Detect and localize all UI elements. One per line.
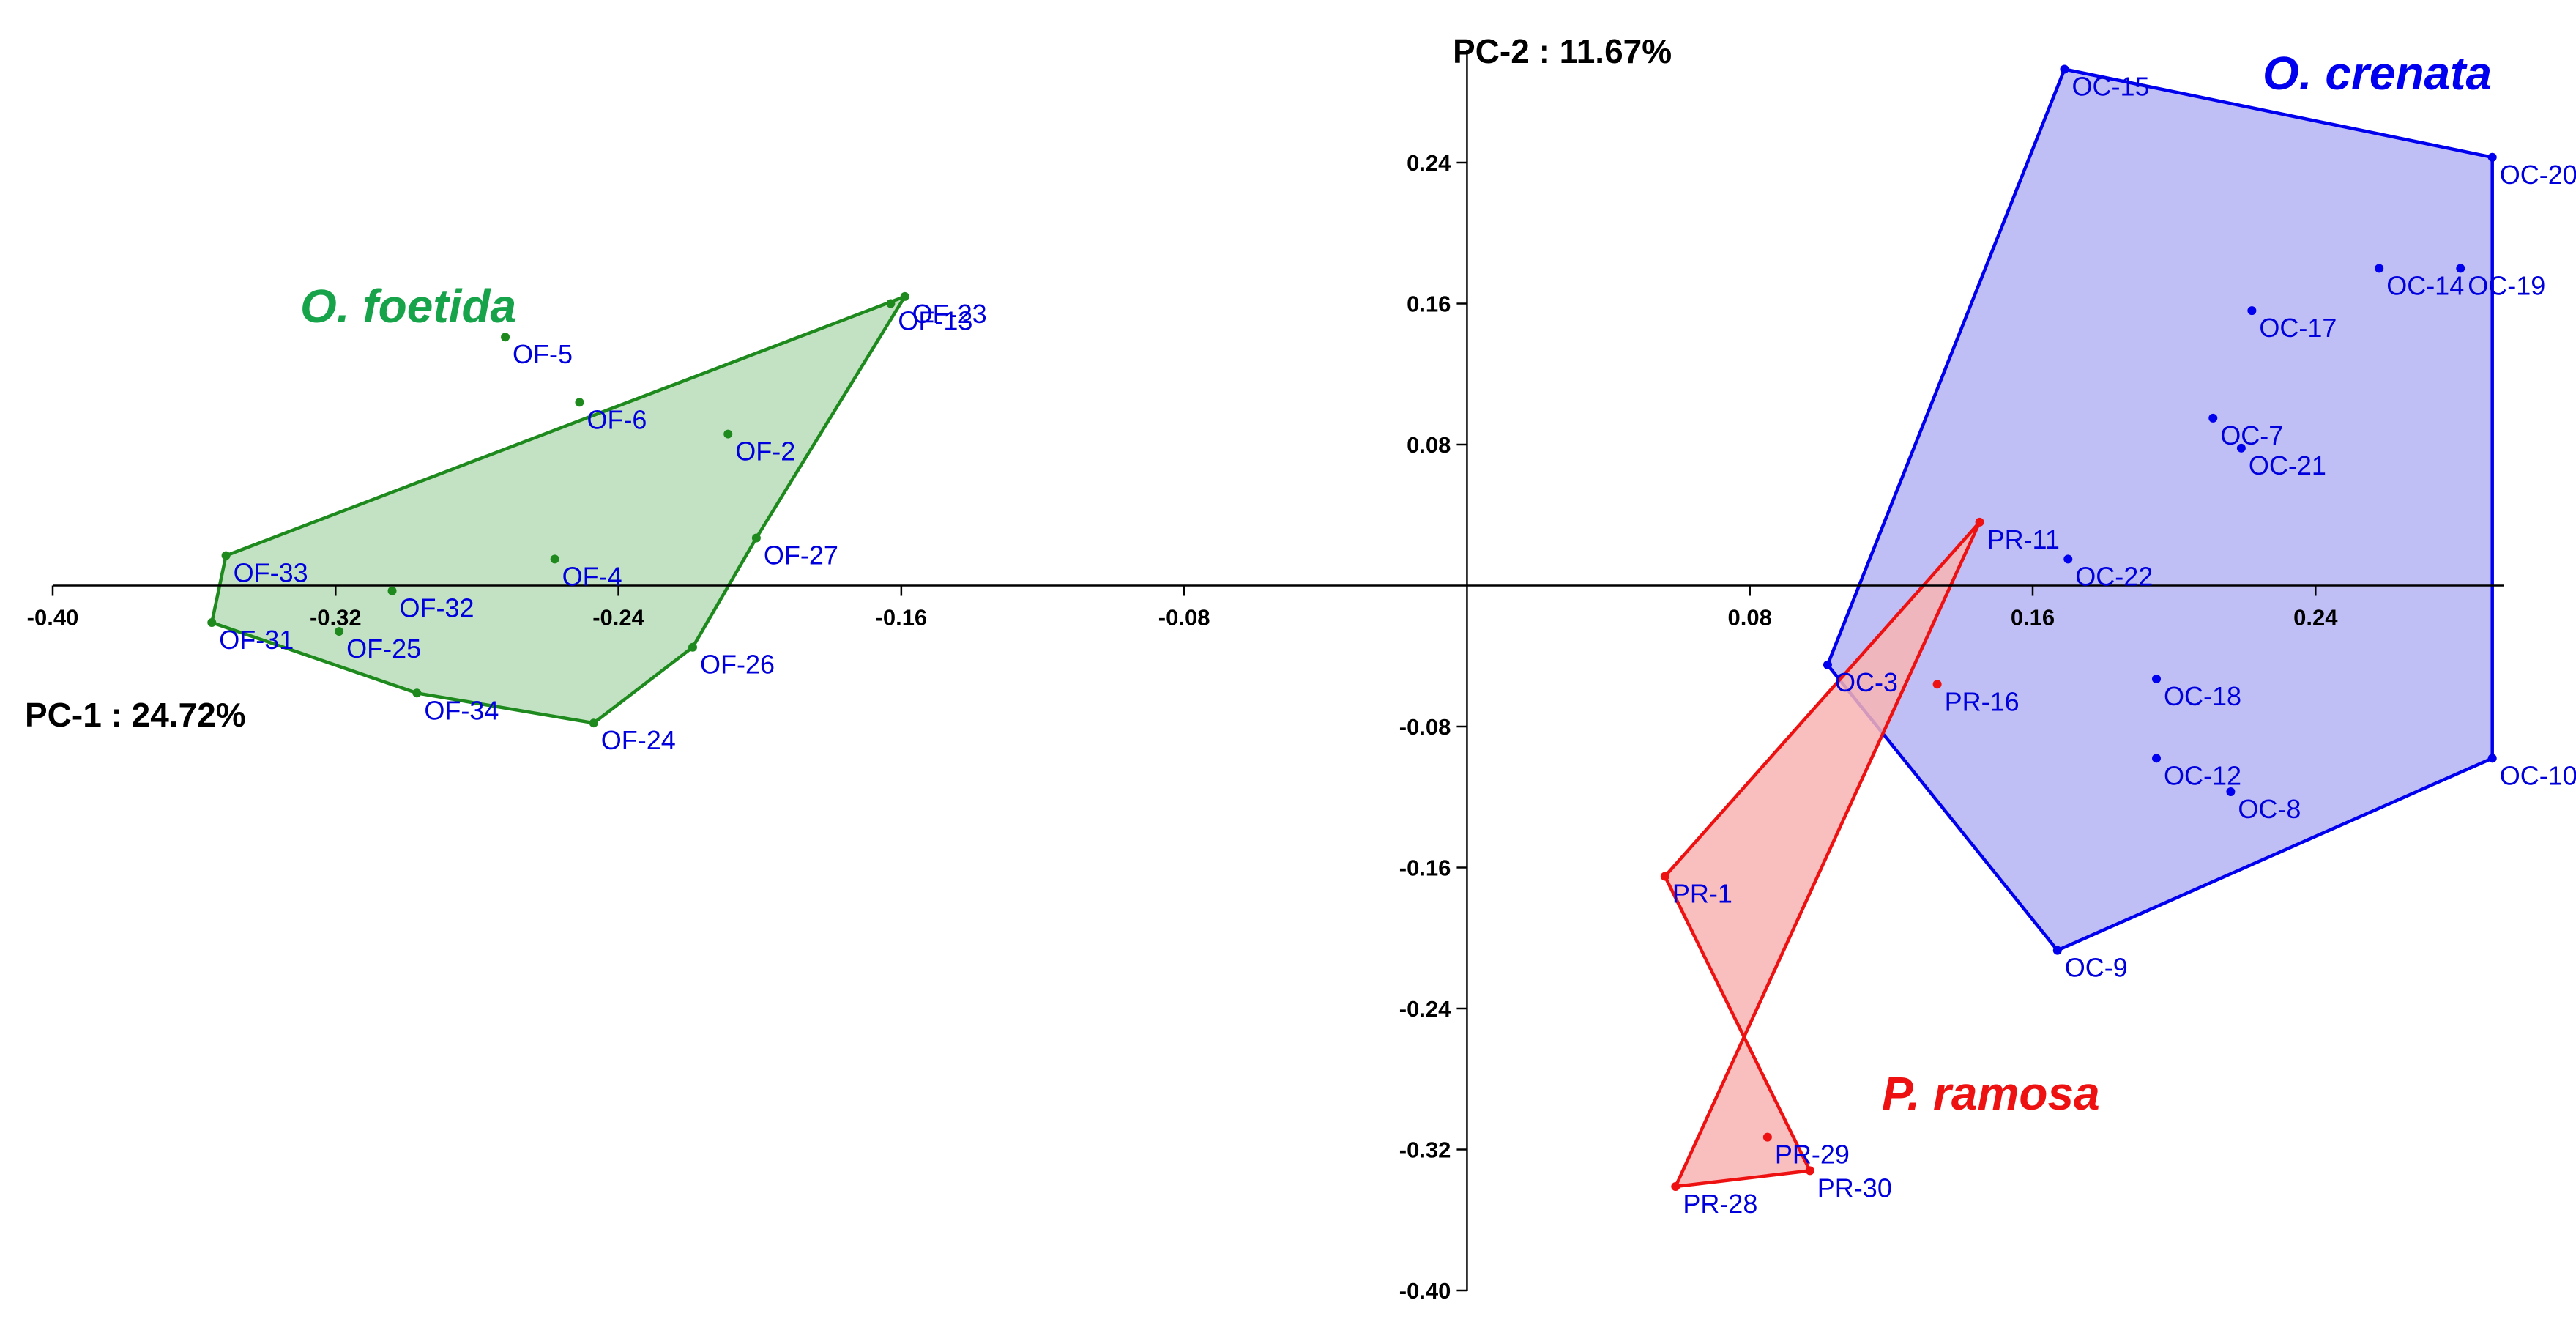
x-tick-label: 0.16 <box>2011 605 2055 631</box>
label-oc-18: OC-18 <box>2164 681 2241 711</box>
label-pr-11: PR-11 <box>1987 524 2060 554</box>
label-pr-28: PR-28 <box>1683 1189 1757 1219</box>
point-pr-29 <box>1762 1132 1772 1142</box>
point-of-23 <box>900 291 909 301</box>
label-of-5: OF-5 <box>513 339 573 369</box>
point-pr-30 <box>1805 1166 1814 1176</box>
y-tick-label: -0.16 <box>1399 855 1451 881</box>
point-of-4 <box>550 554 559 564</box>
point-oc-9 <box>2052 946 2062 955</box>
x-tick-label: 0.24 <box>2293 605 2338 631</box>
label-of-4: OF-4 <box>562 561 622 591</box>
label-of-13: OF-13 <box>898 306 972 336</box>
label-of-27: OF-27 <box>764 541 838 571</box>
y-tick-label: -0.24 <box>1399 996 1451 1022</box>
point-of-2 <box>723 429 733 439</box>
label-oc-7: OC-7 <box>2220 420 2283 450</box>
point-oc-18 <box>2152 675 2161 684</box>
group-hulls <box>210 67 2494 1189</box>
label-oc-8: OC-8 <box>2238 794 2301 824</box>
hull-ofoetida <box>210 294 907 725</box>
y-tick-label: -0.08 <box>1399 714 1451 740</box>
point-of-6 <box>575 398 584 407</box>
label-oc-17: OC-17 <box>2259 313 2337 343</box>
label-oc-12: OC-12 <box>2164 760 2241 790</box>
x-tick-label: -0.16 <box>876 605 928 631</box>
data-points <box>207 64 2497 1192</box>
y-tick-label: 0.24 <box>1407 150 1451 176</box>
y-tick-label: 0.08 <box>1407 432 1451 458</box>
point-oc-3 <box>1823 660 1832 669</box>
point-pr-11 <box>1975 517 1984 527</box>
x-axis-title: PC-1 : 24.72% <box>25 696 246 734</box>
y-tick-label: -0.32 <box>1399 1137 1451 1163</box>
point-oc-17 <box>2247 306 2257 316</box>
y-axis-title: PC-2 : 11.67% <box>1453 32 1672 70</box>
label-of-32: OF-32 <box>400 593 474 623</box>
point-oc-7 <box>2208 413 2218 423</box>
label-oc-14: OC-14 <box>2386 270 2464 300</box>
point-oc-22 <box>2063 554 2073 564</box>
tick-labels: -0.40 -0.32 -0.24 -0.16 -0.08 0.08 0.16 0.24 0.2… <box>27 150 2339 1304</box>
point-of-33 <box>221 551 231 560</box>
point-of-13 <box>886 299 896 308</box>
point-pr-1 <box>1660 872 1669 881</box>
label-of-2: OF-2 <box>735 437 795 467</box>
point-oc-12 <box>2152 754 2161 763</box>
point-of-26 <box>688 642 697 652</box>
label-of-26: OF-26 <box>700 650 775 680</box>
axes <box>51 50 2504 1292</box>
point-pr-28 <box>1671 1182 1680 1192</box>
label-oc-15: OC-15 <box>2071 71 2149 101</box>
label-pr-1: PR-1 <box>1672 879 1732 909</box>
point-of-34 <box>412 688 422 698</box>
point-oc-8 <box>2226 787 2236 797</box>
hull-ocrenata <box>1825 67 2494 952</box>
label-of-6: OF-6 <box>587 404 647 434</box>
label-of-25: OF-25 <box>346 634 421 664</box>
group-name-pramosa: P. ramosa <box>1882 1067 2100 1120</box>
x-tick-label: -0.32 <box>310 605 362 631</box>
point-of-25 <box>335 627 344 636</box>
point-of-24 <box>589 718 598 728</box>
label-oc-20: OC-20 <box>2500 160 2576 190</box>
label-oc-21: OC-21 <box>2249 450 2326 480</box>
label-oc-22: OC-22 <box>2075 561 2153 591</box>
point-of-32 <box>387 586 397 595</box>
point-oc-10 <box>2487 754 2497 763</box>
y-tick-label: 0.16 <box>1407 291 1451 317</box>
y-tick-label: -0.40 <box>1399 1278 1451 1304</box>
label-of-31: OF-31 <box>219 625 294 655</box>
label-pr-29: PR-29 <box>1775 1140 1850 1170</box>
label-of-34: OF-34 <box>424 695 499 725</box>
point-oc-21 <box>2236 443 2246 453</box>
x-tick-label: -0.24 <box>592 605 644 631</box>
x-tick-label: -0.40 <box>27 605 79 631</box>
point-oc-19 <box>2456 264 2465 273</box>
group-name-labels: O. foetida O. crenata P. ramosa <box>300 47 2492 1120</box>
label-of-33: OF-33 <box>234 558 308 588</box>
label-of-23: OF-23 <box>912 299 987 329</box>
group-name-ocrenata: O. crenata <box>2263 47 2492 100</box>
x-tick-label: -0.08 <box>1158 605 1210 631</box>
point-oc-14 <box>2375 264 2384 273</box>
group-name-ofoetida: O. foetida <box>300 280 516 333</box>
label-oc-10: OC-10 <box>2500 760 2576 790</box>
point-of-31 <box>207 618 217 628</box>
point-of-5 <box>501 333 510 342</box>
label-of-24: OF-24 <box>601 725 676 755</box>
label-oc-3: OC-3 <box>1835 667 1898 697</box>
label-oc-9: OC-9 <box>2065 953 2128 983</box>
label-pr-30: PR-30 <box>1817 1173 1892 1203</box>
label-pr-16: PR-16 <box>1945 686 2020 716</box>
point-oc-15 <box>2060 64 2069 74</box>
label-oc-19: OC-19 <box>2468 270 2545 300</box>
point-of-27 <box>751 533 761 543</box>
point-pr-16 <box>1932 680 1942 689</box>
point-oc-20 <box>2487 152 2497 162</box>
x-tick-label: 0.08 <box>1728 605 1772 631</box>
